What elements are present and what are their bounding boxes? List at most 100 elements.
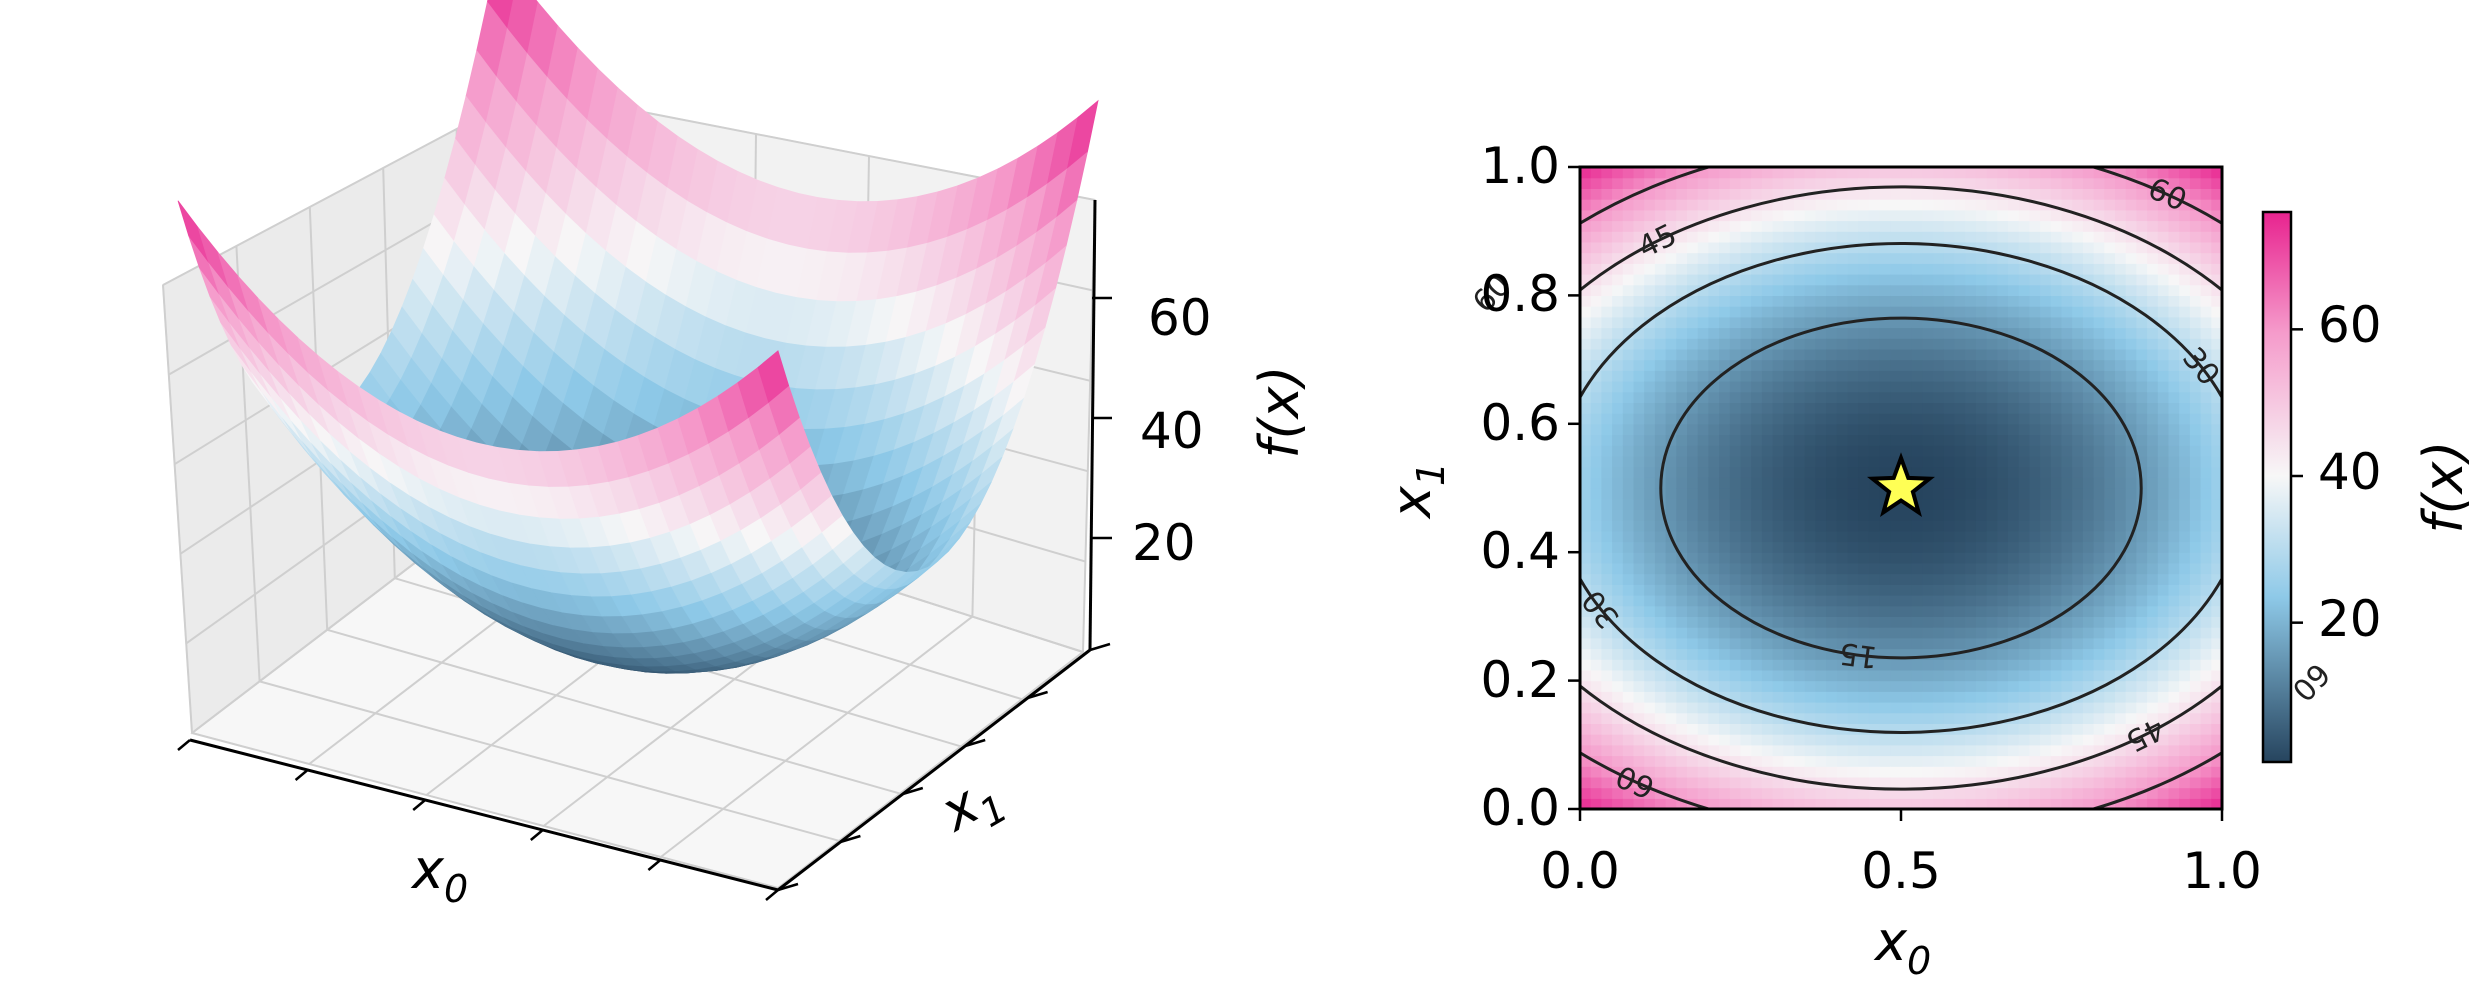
heatmap-cell	[2029, 488, 2041, 500]
heatmap-cell	[2147, 669, 2159, 682]
heatmap-cell	[2018, 402, 2030, 414]
heatmap-cell	[1687, 177, 1699, 189]
heatmap-cell	[1761, 595, 1774, 607]
heatmap-cell	[1858, 306, 1870, 318]
y-tick-label: 1.0	[1480, 137, 1560, 195]
heatmap-cell	[2179, 209, 2191, 222]
heatmap-cell	[1954, 691, 1966, 703]
heatmap-cell	[2168, 381, 2180, 393]
heatmap-cell	[2050, 370, 2063, 382]
heatmap-cell	[1858, 252, 1870, 264]
heatmap-cell	[1601, 220, 1613, 232]
x1-axis-line	[777, 648, 1091, 892]
heatmap-cell	[1836, 252, 1849, 264]
x-tick-label: 0.0	[1540, 842, 1620, 900]
heatmap-cell	[1911, 616, 1923, 628]
heatmap-cell	[1804, 723, 1816, 735]
heatmap-cell	[1633, 391, 1645, 403]
heatmap-cell	[1943, 744, 1956, 757]
heatmap-cell	[1933, 402, 1945, 414]
heatmap-cell	[1665, 455, 1677, 468]
heatmap-cell	[1612, 391, 1624, 403]
heatmap-cell	[1890, 381, 1902, 393]
heatmap-cell	[1708, 455, 1720, 468]
heatmap-cell	[1847, 434, 1859, 446]
heatmap-cell	[2115, 455, 2127, 468]
heatmap-cell	[1901, 391, 1913, 403]
heatmap-cell	[2125, 648, 2137, 660]
heatmap-cell	[1847, 466, 1859, 478]
heatmap-cell	[2211, 691, 2223, 703]
heatmap-cell	[1644, 723, 1656, 735]
heatmap-cell	[1761, 552, 1774, 564]
heatmap-cell	[2115, 680, 2127, 692]
heatmap-cell	[1986, 584, 1998, 596]
heatmap-cell	[1676, 584, 1688, 596]
heatmap-cell	[1911, 370, 1923, 382]
heatmap-cell	[1676, 423, 1688, 436]
heatmap-cell	[1879, 327, 1891, 339]
heatmap-cell	[1697, 455, 1709, 468]
heatmap-cell	[1858, 734, 1870, 746]
heatmap-cell	[2008, 177, 2020, 189]
heatmap-cell	[2147, 723, 2159, 735]
heatmap-cell	[1975, 648, 1988, 660]
heatmap-cell	[1922, 413, 1934, 425]
heatmap-cell	[1601, 199, 1613, 211]
heatmap-cell	[2168, 509, 2180, 521]
heatmap-cell	[2104, 637, 2116, 650]
heatmap-cell	[2147, 327, 2159, 339]
heatmap-cell	[2136, 520, 2148, 532]
heatmap-cell	[2050, 776, 2063, 789]
heatmap-cell	[2104, 712, 2116, 724]
heatmap-cell	[1697, 798, 1709, 810]
heatmap-cell	[1922, 423, 1934, 436]
heatmap-cell	[1847, 776, 1859, 789]
heatmap-cell	[1783, 391, 1795, 403]
heatmap-cell	[1794, 274, 1806, 286]
heatmap-cell	[1708, 423, 1720, 436]
heatmap-cell	[2115, 584, 2127, 596]
heatmap-cell	[1997, 231, 2009, 243]
heatmap-cell	[1890, 413, 1902, 425]
heatmap-cell	[1622, 530, 1635, 543]
heatmap-cell	[1826, 488, 1838, 500]
heatmap-cell	[2189, 434, 2202, 446]
heatmap-cell	[1761, 231, 1774, 243]
heatmap-cell	[2093, 520, 2105, 532]
heatmap-cell	[1601, 423, 1613, 436]
heatmap-cell	[2211, 359, 2223, 371]
heatmap-cell	[2082, 530, 2095, 543]
heatmap-cell	[1868, 381, 1881, 393]
heatmap-cell	[1975, 423, 1988, 436]
heatmap-cell	[1644, 702, 1656, 714]
heatmap-cell	[2136, 466, 2148, 478]
heatmap-cell	[1708, 177, 1720, 189]
heatmap-cell	[2008, 520, 2020, 532]
heatmap-cell	[1826, 348, 1838, 361]
heatmap-cell	[2115, 648, 2127, 660]
heatmap-cell	[1729, 776, 1742, 789]
heatmap-cell	[1612, 338, 1624, 350]
heatmap-cell	[2093, 648, 2105, 660]
heatmap-cell	[2125, 552, 2137, 564]
heatmap-cell	[1622, 167, 1635, 179]
heatmap-cell	[2008, 541, 2020, 553]
heatmap-cell	[1826, 669, 1838, 682]
heatmap-cell	[1601, 252, 1613, 264]
heatmap-cell	[2082, 573, 2095, 585]
heatmap-cell	[2104, 241, 2116, 254]
heatmap-cell	[1622, 316, 1635, 329]
heatmap-cell	[1975, 466, 1988, 478]
x0-tick	[529, 829, 544, 841]
heatmap-cell	[2072, 648, 2084, 660]
heatmap-cell	[1772, 573, 1784, 585]
heatmap-cell	[2189, 359, 2202, 371]
heatmap-cell	[2147, 466, 2159, 478]
heatmap-cell	[1986, 413, 1998, 425]
heatmap-cell	[1719, 348, 1731, 361]
heatmap-cell	[2040, 231, 2052, 243]
heatmap-cell	[2008, 734, 2020, 746]
heatmap-cell	[2061, 284, 2073, 296]
heatmap-cell	[1943, 199, 1956, 211]
